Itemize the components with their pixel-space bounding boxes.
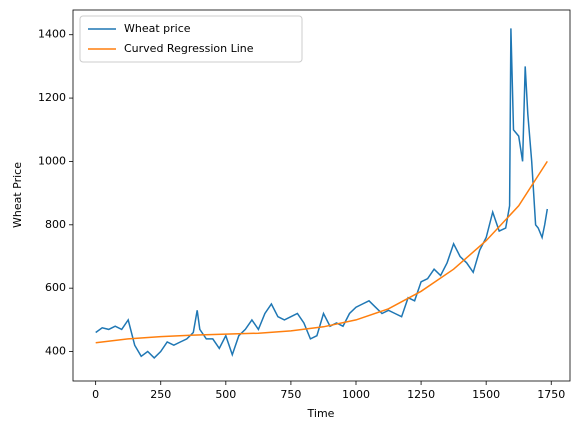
y-tick-label: 400 — [45, 345, 66, 358]
y-axis-label: Wheat Price — [11, 162, 24, 228]
legend-box — [79, 15, 303, 63]
x-tick-label: 750 — [280, 388, 301, 401]
line-series — [95, 160, 548, 344]
x-tick-label: 0 — [92, 388, 99, 401]
x-tick-label: 1750 — [537, 388, 565, 401]
x-tick-label: 1000 — [342, 388, 370, 401]
legend-label: Curved Regression Line — [124, 42, 254, 55]
x-axis-label: Time — [307, 407, 335, 420]
y-tick-label: 1000 — [38, 154, 66, 167]
x-tick-label: 1250 — [407, 388, 435, 401]
y-tick-label: 1200 — [38, 91, 66, 104]
legend-label: Wheat price — [124, 22, 191, 35]
x-tick-label: 500 — [215, 388, 236, 401]
x-tick-label: 250 — [150, 388, 171, 401]
line-series — [95, 28, 549, 359]
y-tick-label: 1400 — [38, 28, 66, 41]
y-tick-label: 600 — [45, 281, 66, 294]
y-tick-label: 800 — [45, 218, 66, 231]
x-tick-label: 1500 — [472, 388, 500, 401]
plot-frame — [72, 9, 571, 382]
